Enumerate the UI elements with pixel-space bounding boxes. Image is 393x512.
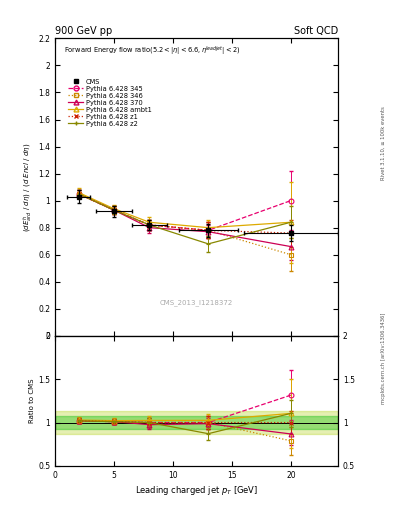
Text: mcplots.cern.ch [arXiv:1306.3436]: mcplots.cern.ch [arXiv:1306.3436] bbox=[381, 313, 386, 404]
Pythia 6.428 345 bbox=[288, 198, 293, 204]
Line: Pythia 6.428 346: Pythia 6.428 346 bbox=[76, 191, 293, 257]
Pythia 6.428 ambt1 bbox=[112, 206, 116, 212]
Pythia 6.428 ambt1 bbox=[76, 189, 81, 196]
Pythia 6.428 z2 bbox=[288, 219, 293, 225]
Pythia 6.428 370 bbox=[112, 207, 116, 213]
Line: Pythia 6.428 z1: Pythia 6.428 z1 bbox=[76, 191, 293, 236]
Pythia 6.428 345 bbox=[112, 207, 116, 213]
Pythia 6.428 346 bbox=[288, 251, 293, 258]
Line: Pythia 6.428 ambt1: Pythia 6.428 ambt1 bbox=[76, 190, 293, 230]
Y-axis label: $(dE^h_{ard}\ /\ d\eta)\ /\ (d\ Encl\ /\ d\eta)$: $(dE^h_{ard}\ /\ d\eta)\ /\ (d\ Encl\ /\… bbox=[22, 142, 35, 232]
Pythia 6.428 346 bbox=[76, 191, 81, 197]
Pythia 6.428 346 bbox=[206, 227, 211, 233]
Pythia 6.428 370 bbox=[206, 229, 211, 235]
Pythia 6.428 ambt1 bbox=[206, 225, 211, 231]
Pythia 6.428 z1 bbox=[147, 222, 152, 228]
Pythia 6.428 370 bbox=[147, 225, 152, 231]
X-axis label: Leading charged jet $p_T$ [GeV]: Leading charged jet $p_T$ [GeV] bbox=[135, 484, 258, 497]
Pythia 6.428 z1 bbox=[112, 207, 116, 213]
Pythia 6.428 z2 bbox=[76, 191, 81, 197]
Pythia 6.428 346 bbox=[147, 222, 152, 228]
Pythia 6.428 ambt1 bbox=[288, 219, 293, 225]
Y-axis label: Ratio to CMS: Ratio to CMS bbox=[29, 378, 35, 423]
Pythia 6.428 ambt1 bbox=[147, 219, 152, 225]
Pythia 6.428 345 bbox=[76, 191, 81, 197]
Text: Forward Energy flow ratio$(5.2 < |\eta| < 6.6, \eta^{leadjet}| < 2)$: Forward Energy flow ratio$(5.2 < |\eta| … bbox=[64, 45, 240, 57]
Pythia 6.428 z2 bbox=[112, 207, 116, 213]
Pythia 6.428 346 bbox=[112, 207, 116, 213]
Pythia 6.428 z2 bbox=[147, 222, 152, 228]
Pythia 6.428 345 bbox=[206, 227, 211, 233]
Legend: CMS, Pythia 6.428 345, Pythia 6.428 346, Pythia 6.428 370, Pythia 6.428 ambt1, P: CMS, Pythia 6.428 345, Pythia 6.428 346,… bbox=[67, 77, 152, 128]
Line: Pythia 6.428 370: Pythia 6.428 370 bbox=[76, 191, 293, 249]
Text: CMS_2013_I1218372: CMS_2013_I1218372 bbox=[160, 300, 233, 306]
Pythia 6.428 z1 bbox=[288, 230, 293, 236]
Pythia 6.428 370 bbox=[76, 191, 81, 197]
Pythia 6.428 z1 bbox=[76, 191, 81, 197]
Line: Pythia 6.428 345: Pythia 6.428 345 bbox=[76, 191, 293, 233]
Pythia 6.428 345 bbox=[147, 222, 152, 228]
Pythia 6.428 z1 bbox=[206, 227, 211, 233]
Pythia 6.428 370 bbox=[288, 244, 293, 250]
Text: Rivet 3.1.10, ≥ 100k events: Rivet 3.1.10, ≥ 100k events bbox=[381, 106, 386, 180]
Text: 900 GeV pp: 900 GeV pp bbox=[55, 26, 112, 36]
Pythia 6.428 z2 bbox=[206, 241, 211, 247]
Line: Pythia 6.428 z2: Pythia 6.428 z2 bbox=[76, 191, 293, 246]
Text: Soft QCD: Soft QCD bbox=[294, 26, 338, 36]
